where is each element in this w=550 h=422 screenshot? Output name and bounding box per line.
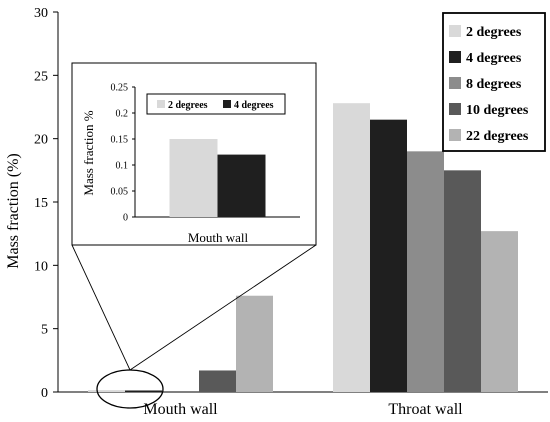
- inset-legend-label: 2 degrees: [168, 100, 208, 111]
- main-legend-label: 10 degrees: [466, 103, 529, 118]
- main-legend-swatch: [449, 129, 461, 141]
- inset-legend-swatch: [157, 100, 165, 108]
- inset-y-tick-label: 0.15: [111, 135, 129, 146]
- inset-bars: [169, 139, 266, 217]
- main-y-tick-label: 30: [34, 6, 48, 21]
- main-y-tick-label: 10: [34, 259, 48, 274]
- main-legend: 2 degrees 4 degrees 8 degrees 10 degrees 22 …: [442, 12, 546, 152]
- main-y-tick-label: 20: [34, 133, 48, 148]
- inset-y-tick-label: 0.05: [111, 187, 129, 198]
- main-legend-label: 4 degrees: [466, 51, 522, 66]
- main-category-label: Throat wall: [388, 401, 463, 418]
- inset-legend-frame: [146, 93, 286, 115]
- inset-y-tick-label: 0.2: [116, 109, 129, 120]
- main-legend-label: 8 degrees: [466, 77, 522, 92]
- main-legend-swatch: [449, 25, 461, 37]
- zoom-ellipse: [96, 369, 164, 409]
- inset-y-axis: 0 0.05 0.1 0.15 0.2 0.25: [111, 83, 300, 224]
- inset-y-axis-title: Mass fraction %: [81, 110, 96, 195]
- main-y-tick-label: 0: [41, 386, 48, 401]
- zoom-connector-left: [71, 244, 131, 371]
- zoom-connector-right: [129, 244, 317, 371]
- main-legend-swatch: [449, 77, 461, 89]
- inset-legend-label: 4 degrees: [234, 100, 274, 111]
- main-bar: [481, 231, 518, 392]
- inset-y-tick-label: 0.25: [111, 83, 129, 94]
- main-legend-swatch: [449, 51, 461, 63]
- main-legend-swatch: [449, 103, 461, 115]
- main-y-tick-label: 25: [34, 69, 48, 84]
- main-bars: [88, 103, 518, 393]
- main-y-tick-label: 5: [41, 323, 48, 338]
- main-category-labels: Mouth wall Throat wall: [143, 401, 463, 418]
- main-bar: [370, 119, 407, 393]
- main-bar: [88, 390, 125, 392]
- main-legend-label: 22 degrees: [466, 129, 529, 144]
- inset-legend-swatch: [223, 100, 231, 108]
- main-bar: [236, 295, 273, 392]
- main-y-axis-title: Mass fraction (%): [5, 153, 22, 269]
- inset-y-tick-label: 0.1: [116, 161, 129, 172]
- main-category-label: Mouth wall: [143, 401, 218, 418]
- main-bar: [199, 370, 236, 392]
- main-bar: [407, 151, 444, 392]
- main-bar: [125, 390, 162, 392]
- main-legend-label: 2 degrees: [466, 25, 522, 40]
- inset-category-label: Mouth wall: [188, 230, 249, 245]
- inset-bar: [169, 139, 218, 217]
- main-bar: [333, 103, 370, 392]
- inset-legend: 2 degrees 4 degrees: [146, 93, 286, 115]
- inset-y-tick-label: 0: [123, 213, 128, 224]
- main-y-tick-label: 15: [34, 196, 48, 211]
- inset-bar: [217, 154, 266, 217]
- main-bar: [444, 170, 481, 392]
